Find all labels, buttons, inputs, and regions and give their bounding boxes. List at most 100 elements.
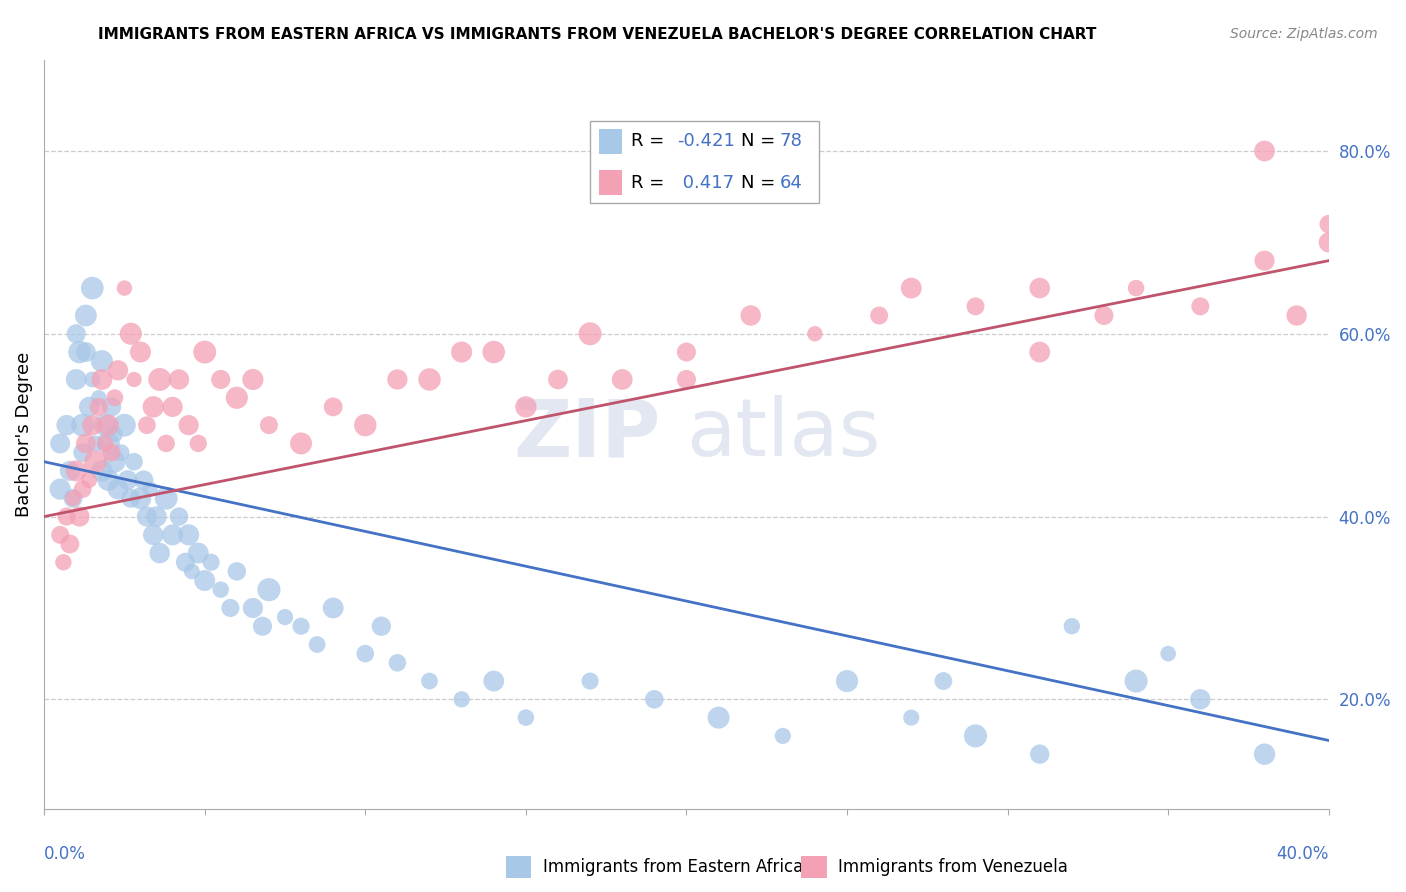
Point — [1125, 281, 1147, 295]
Point — [90, 372, 112, 386]
Point — [707, 710, 730, 724]
Point — [155, 436, 177, 450]
Point — [257, 582, 280, 597]
Point — [515, 710, 537, 724]
Point — [162, 528, 184, 542]
Point — [772, 729, 794, 743]
Point — [242, 601, 264, 615]
Point — [82, 418, 104, 433]
Point — [65, 464, 87, 478]
Point — [450, 345, 472, 359]
Point — [104, 427, 127, 442]
Point — [129, 345, 152, 359]
Point — [675, 345, 697, 359]
Point — [225, 391, 247, 405]
Point — [69, 509, 91, 524]
Point — [120, 326, 142, 341]
Point — [209, 582, 232, 597]
Point — [180, 565, 202, 579]
Point — [307, 638, 329, 652]
Point — [62, 491, 84, 506]
Point — [112, 418, 135, 433]
Point — [290, 619, 312, 633]
Point — [370, 619, 392, 633]
Point — [1253, 747, 1275, 761]
Point — [49, 482, 72, 496]
Point — [55, 509, 77, 524]
Point — [142, 400, 165, 414]
Point — [84, 455, 107, 469]
Point — [418, 372, 440, 386]
Point — [387, 656, 409, 670]
Point — [90, 464, 112, 478]
Point — [354, 418, 377, 433]
Point — [354, 647, 377, 661]
Point — [84, 436, 107, 450]
Point — [174, 555, 197, 569]
Point — [242, 372, 264, 386]
Point — [49, 436, 72, 450]
Point — [1028, 345, 1050, 359]
Text: 78: 78 — [780, 132, 803, 151]
Point — [139, 482, 162, 496]
Point — [1060, 619, 1083, 633]
Point — [1253, 144, 1275, 158]
Point — [804, 326, 827, 341]
Point — [149, 372, 172, 386]
Point — [167, 509, 190, 524]
Point — [1285, 309, 1308, 323]
Point — [194, 574, 217, 588]
Point — [1317, 235, 1340, 250]
Point — [482, 345, 505, 359]
Point — [835, 674, 858, 689]
Point — [515, 400, 537, 414]
Text: N =: N = — [741, 174, 780, 192]
Point — [450, 692, 472, 706]
Point — [149, 546, 172, 560]
Y-axis label: Bachelor's Degree: Bachelor's Degree — [15, 351, 32, 517]
Point — [418, 674, 440, 689]
Point — [209, 372, 232, 386]
Point — [117, 473, 139, 487]
Point — [55, 418, 77, 433]
Point — [87, 400, 110, 414]
Point — [322, 601, 344, 615]
Point — [612, 372, 634, 386]
Point — [225, 565, 247, 579]
Point — [200, 555, 222, 569]
Point — [94, 418, 117, 433]
Point — [135, 418, 157, 433]
Point — [142, 528, 165, 542]
Point — [65, 326, 87, 341]
Point — [1092, 309, 1115, 323]
Point — [122, 455, 145, 469]
Bar — [599, 170, 621, 195]
Point — [187, 436, 209, 450]
FancyBboxPatch shape — [591, 120, 818, 203]
Point — [122, 372, 145, 386]
Text: Source: ZipAtlas.com: Source: ZipAtlas.com — [1230, 27, 1378, 41]
Point — [900, 281, 922, 295]
Point — [900, 710, 922, 724]
Text: R =: R = — [631, 174, 671, 192]
Point — [72, 482, 94, 496]
Point — [932, 674, 955, 689]
Point — [1125, 674, 1147, 689]
Point — [387, 372, 409, 386]
Text: atlas: atlas — [686, 395, 880, 474]
Point — [145, 509, 167, 524]
Point — [69, 345, 91, 359]
Point — [155, 491, 177, 506]
Point — [97, 473, 120, 487]
Point — [257, 418, 280, 433]
Point — [965, 299, 987, 313]
Point — [1189, 299, 1212, 313]
Point — [167, 372, 190, 386]
Text: -0.421: -0.421 — [676, 132, 735, 151]
Point — [868, 309, 890, 323]
Point — [132, 473, 155, 487]
Text: R =: R = — [631, 132, 671, 151]
Point — [104, 391, 127, 405]
Point — [97, 436, 120, 450]
Point — [52, 555, 75, 569]
